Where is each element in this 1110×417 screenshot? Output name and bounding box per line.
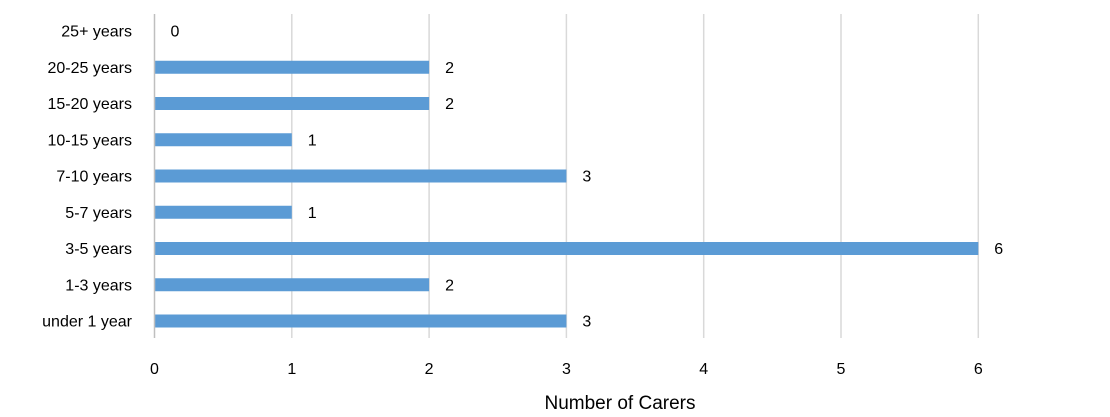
category-label: 5-7 years <box>65 205 132 222</box>
x-tick-label: 1 <box>287 361 296 378</box>
bar <box>154 278 430 292</box>
data-label: 6 <box>994 241 1003 258</box>
data-label: 1 <box>308 132 317 149</box>
data-label: 2 <box>445 96 454 113</box>
bar <box>154 314 567 328</box>
data-label: 3 <box>582 314 591 331</box>
category-label: 10-15 years <box>48 132 133 149</box>
data-label: 2 <box>445 277 454 294</box>
x-tick-label: 2 <box>425 361 434 378</box>
bar <box>154 133 292 147</box>
bar <box>154 60 430 74</box>
bars <box>154 60 979 328</box>
x-axis-title: Number of Carers <box>545 393 696 414</box>
category-label: 3-5 years <box>65 241 132 258</box>
category-label: 25+ years <box>61 24 132 41</box>
data-label: 0 <box>171 24 180 41</box>
category-label: 20-25 years <box>48 60 133 77</box>
data-label: 1 <box>308 205 317 222</box>
data-label: 2 <box>445 60 454 77</box>
category-label: 1-3 years <box>65 277 132 294</box>
x-tick-label: 5 <box>837 361 846 378</box>
bar <box>154 242 979 255</box>
x-tick-label: 6 <box>974 361 983 378</box>
x-tick-label: 4 <box>699 361 708 378</box>
bar <box>154 205 292 219</box>
data-label: 3 <box>582 169 591 186</box>
category-label: 15-20 years <box>48 96 133 113</box>
x-tick-label: 3 <box>562 361 571 378</box>
category-label: 7-10 years <box>56 169 132 186</box>
x-tick-label: 0 <box>150 361 159 378</box>
category-label: under 1 year <box>42 314 133 331</box>
bar <box>154 169 567 183</box>
bar <box>154 97 430 110</box>
